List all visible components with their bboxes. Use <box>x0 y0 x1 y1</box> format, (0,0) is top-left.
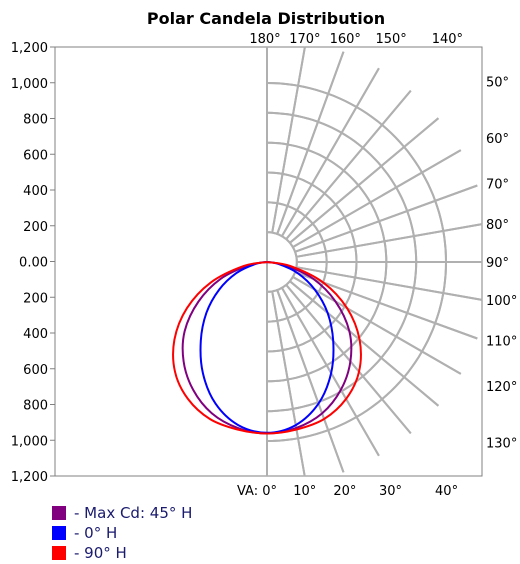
y-tick-label: 800 <box>23 399 48 414</box>
legend-label: - 0° H <box>74 524 118 542</box>
legend-label: - 90° H <box>74 544 127 562</box>
right-angle-label: 50° <box>486 76 509 91</box>
y-tick-label: 400 <box>23 327 48 342</box>
right-angle-label: 100° <box>486 294 517 309</box>
y-tick-label: 600 <box>23 148 48 163</box>
y-tick-label: 800 <box>23 113 48 128</box>
top-angle-label: 180° <box>249 32 280 47</box>
y-tick-label: 200 <box>23 220 48 235</box>
legend-swatch <box>52 546 66 560</box>
legend: - Max Cd: 45° H - 0° H - 90° H <box>52 503 192 563</box>
grid-spoke <box>285 284 412 435</box>
bottom-angle-label: 40° <box>435 484 458 499</box>
bottom-angle-label: VA: 0° <box>237 484 277 499</box>
series-curves <box>172 261 362 435</box>
bottom-angle-label: 10° <box>293 484 316 499</box>
legend-swatch <box>52 506 66 520</box>
top-angle-label: 160° <box>330 32 361 47</box>
grid-spoke <box>289 280 440 407</box>
series-curve-2 <box>172 261 362 435</box>
right-angle-label: 90° <box>486 256 509 271</box>
legend-item-0h: - 0° H <box>52 523 192 543</box>
right-angle-label: 130° <box>486 436 517 451</box>
top-angle-label: 140° <box>432 32 463 47</box>
y-tick-label: 200 <box>23 291 48 306</box>
legend-item-max-cd: - Max Cd: 45° H <box>52 503 192 523</box>
y-tick-label: 600 <box>23 363 48 378</box>
bottom-angle-label: 30° <box>379 484 402 499</box>
axis-labels: 1,200 1,000 800 600 400 200 0.00 200 400 600 800 1,… <box>11 32 518 499</box>
grid-spoke <box>289 117 440 244</box>
grid-spoke <box>276 289 345 473</box>
y-tick-label: 1,000 <box>11 77 48 92</box>
y-tick-label: 400 <box>23 184 48 199</box>
y-tick-label: 1,000 <box>11 434 48 449</box>
grid-spoke <box>292 149 462 248</box>
right-angle-label: 120° <box>486 380 517 395</box>
grid-spoke <box>276 51 345 235</box>
grid-spoke <box>271 46 306 233</box>
grid-spoke <box>296 266 483 301</box>
y-tick-label: 1,200 <box>11 41 48 56</box>
grid-spoke <box>294 184 478 253</box>
legend-label: - Max Cd: 45° H <box>74 504 193 522</box>
right-angle-label: 60° <box>486 132 509 147</box>
chart-title: Polar Candela Distribution <box>147 9 385 28</box>
right-angle-label: 80° <box>486 218 509 233</box>
grid-spoke <box>281 67 380 237</box>
grid-spoke <box>292 276 462 375</box>
legend-item-90h: - 90° H <box>52 543 192 563</box>
legend-swatch <box>52 526 66 540</box>
bottom-angle-label: 20° <box>333 484 356 499</box>
top-angle-label: 150° <box>375 32 406 47</box>
right-angle-label: 70° <box>486 178 509 193</box>
grid-spoke <box>285 89 412 240</box>
top-angle-label: 170° <box>289 32 320 47</box>
right-angle-label: 110° <box>486 334 517 349</box>
y-tick-label: 0.00 <box>19 256 48 271</box>
grid-spoke <box>271 291 306 477</box>
y-tick-label: 1,200 <box>11 470 48 485</box>
grid-spoke <box>296 223 483 258</box>
